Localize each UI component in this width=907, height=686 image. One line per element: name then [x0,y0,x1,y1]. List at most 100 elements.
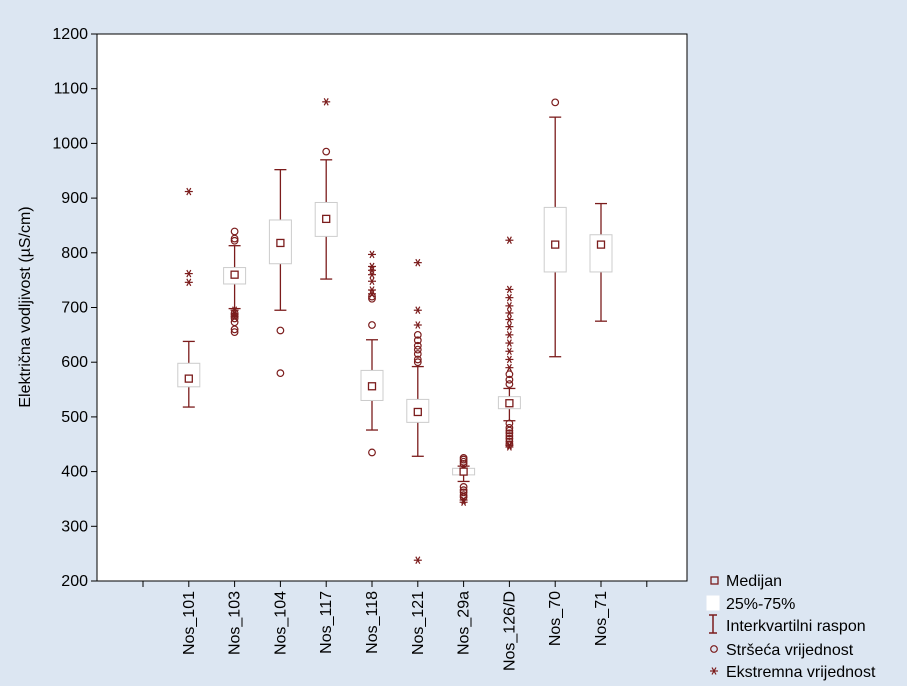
extreme-point [505,315,514,324]
box-nos-117 [314,98,338,280]
outlier-point [413,330,422,339]
outlier-point [413,336,422,345]
outlier-point [230,236,239,245]
legend-whisker-label: Interkvartilni raspon [726,618,866,635]
iqr-box [360,369,384,401]
extreme-point [368,290,376,298]
outlier-point [505,423,514,432]
outlier-point [505,375,514,384]
median-marker [322,214,331,224]
outlier-point [368,321,376,329]
outlier-point [230,328,239,337]
iqr-box [314,201,338,237]
iqr-box [452,467,476,476]
extreme-point [505,363,514,372]
x-tick-label: Nos_117 [318,591,335,654]
box-nos-70 [543,98,567,358]
x-axis: Nos_101 Nos_103 Nos_104 Nos_117 Nos_118 Nos_1… [142,581,648,671]
box-nos-126-d [497,236,521,451]
extreme-point [505,347,514,356]
extreme-point [413,306,422,315]
median-marker [596,240,606,249]
y-tick-label: 200 [61,573,88,590]
iqr-box [497,396,521,410]
legend-extreme-label: Ekstremna vrijednost [726,664,876,681]
outlier-point [276,326,285,335]
box-nos-121 [406,258,430,565]
median-marker [184,374,193,383]
outlier-point [459,457,468,466]
extreme-point [322,98,331,106]
extreme-point [230,313,239,321]
outlier-point [505,370,514,379]
extreme-point [505,322,514,331]
extreme-point [505,285,514,294]
box-nos-118 [360,250,384,457]
legend-whisker-icon [709,614,717,634]
x-tick-label: Nos_101 [181,591,198,655]
outlier-point [459,488,468,497]
y-axis: 200 300 400 500 600 700 800 900 1000 1100 1200 [52,26,97,590]
iqr-box [406,398,430,423]
extreme-point [413,556,422,565]
box-nos-104 [268,169,292,378]
y-tick-label: 800 [61,245,88,262]
median-marker [276,238,285,248]
outlier-point [459,455,468,464]
box-nos-103 [223,227,247,337]
legend-box-icon [705,594,721,612]
outlier-point [459,460,468,468]
outlier-point [459,483,468,491]
outlier-point [413,355,422,364]
outlier-point [322,147,331,156]
y-tick-label: 300 [61,518,88,535]
extreme-point [368,277,376,286]
extreme-point [184,269,193,278]
outlier-point [413,358,422,367]
median-marker [551,240,560,249]
box-nos-71 [589,202,613,322]
y-tick-label: 1200 [52,26,88,43]
outlier-point [413,345,422,354]
extreme-point [505,236,514,245]
box-nos-29a [452,454,476,507]
legend-outlier-label: Stršeća vrijednost [726,642,854,659]
y-tick-label: 700 [61,300,88,317]
outlier-point [276,369,285,378]
x-tick-label: Nos_103 [227,591,244,655]
y-tick-label: 500 [61,409,88,426]
extreme-point [459,496,468,504]
extreme-point [505,441,514,450]
y-tick-label: 1100 [54,81,89,98]
extreme-point [184,278,193,287]
plot-area [96,33,688,582]
legend: Medijan 25%-75% Interkvartilni raspon St… [705,573,876,681]
x-tick-label: Nos_121 [410,591,427,655]
box-nos-101 [177,187,201,408]
median-marker [413,407,422,417]
legend-outlier-icon [710,645,718,653]
x-tick-label: Nos_29a [456,591,473,655]
median-marker [459,467,468,476]
outlier-point [368,448,376,457]
y-tick-label: 1000 [52,135,88,152]
extreme-point [505,355,514,364]
iqr-box [589,234,613,273]
y-tick-label: 900 [61,190,88,207]
outlier-point [230,325,239,334]
outlier-point [505,432,514,440]
legend-extreme-icon [710,667,718,675]
legend-median-icon [710,576,719,585]
box-series [177,98,613,565]
extreme-point [413,258,422,267]
extreme-point [368,250,376,259]
extreme-point [368,270,376,279]
median-marker [230,270,239,279]
x-tick-label: Nos_104 [272,591,289,655]
x-tick-label: Nos_70 [547,591,564,646]
x-tick-label: Nos_118 [364,591,381,654]
outlier-point [413,350,422,358]
y-tick-label: 600 [61,354,88,371]
outlier-point [459,491,468,500]
